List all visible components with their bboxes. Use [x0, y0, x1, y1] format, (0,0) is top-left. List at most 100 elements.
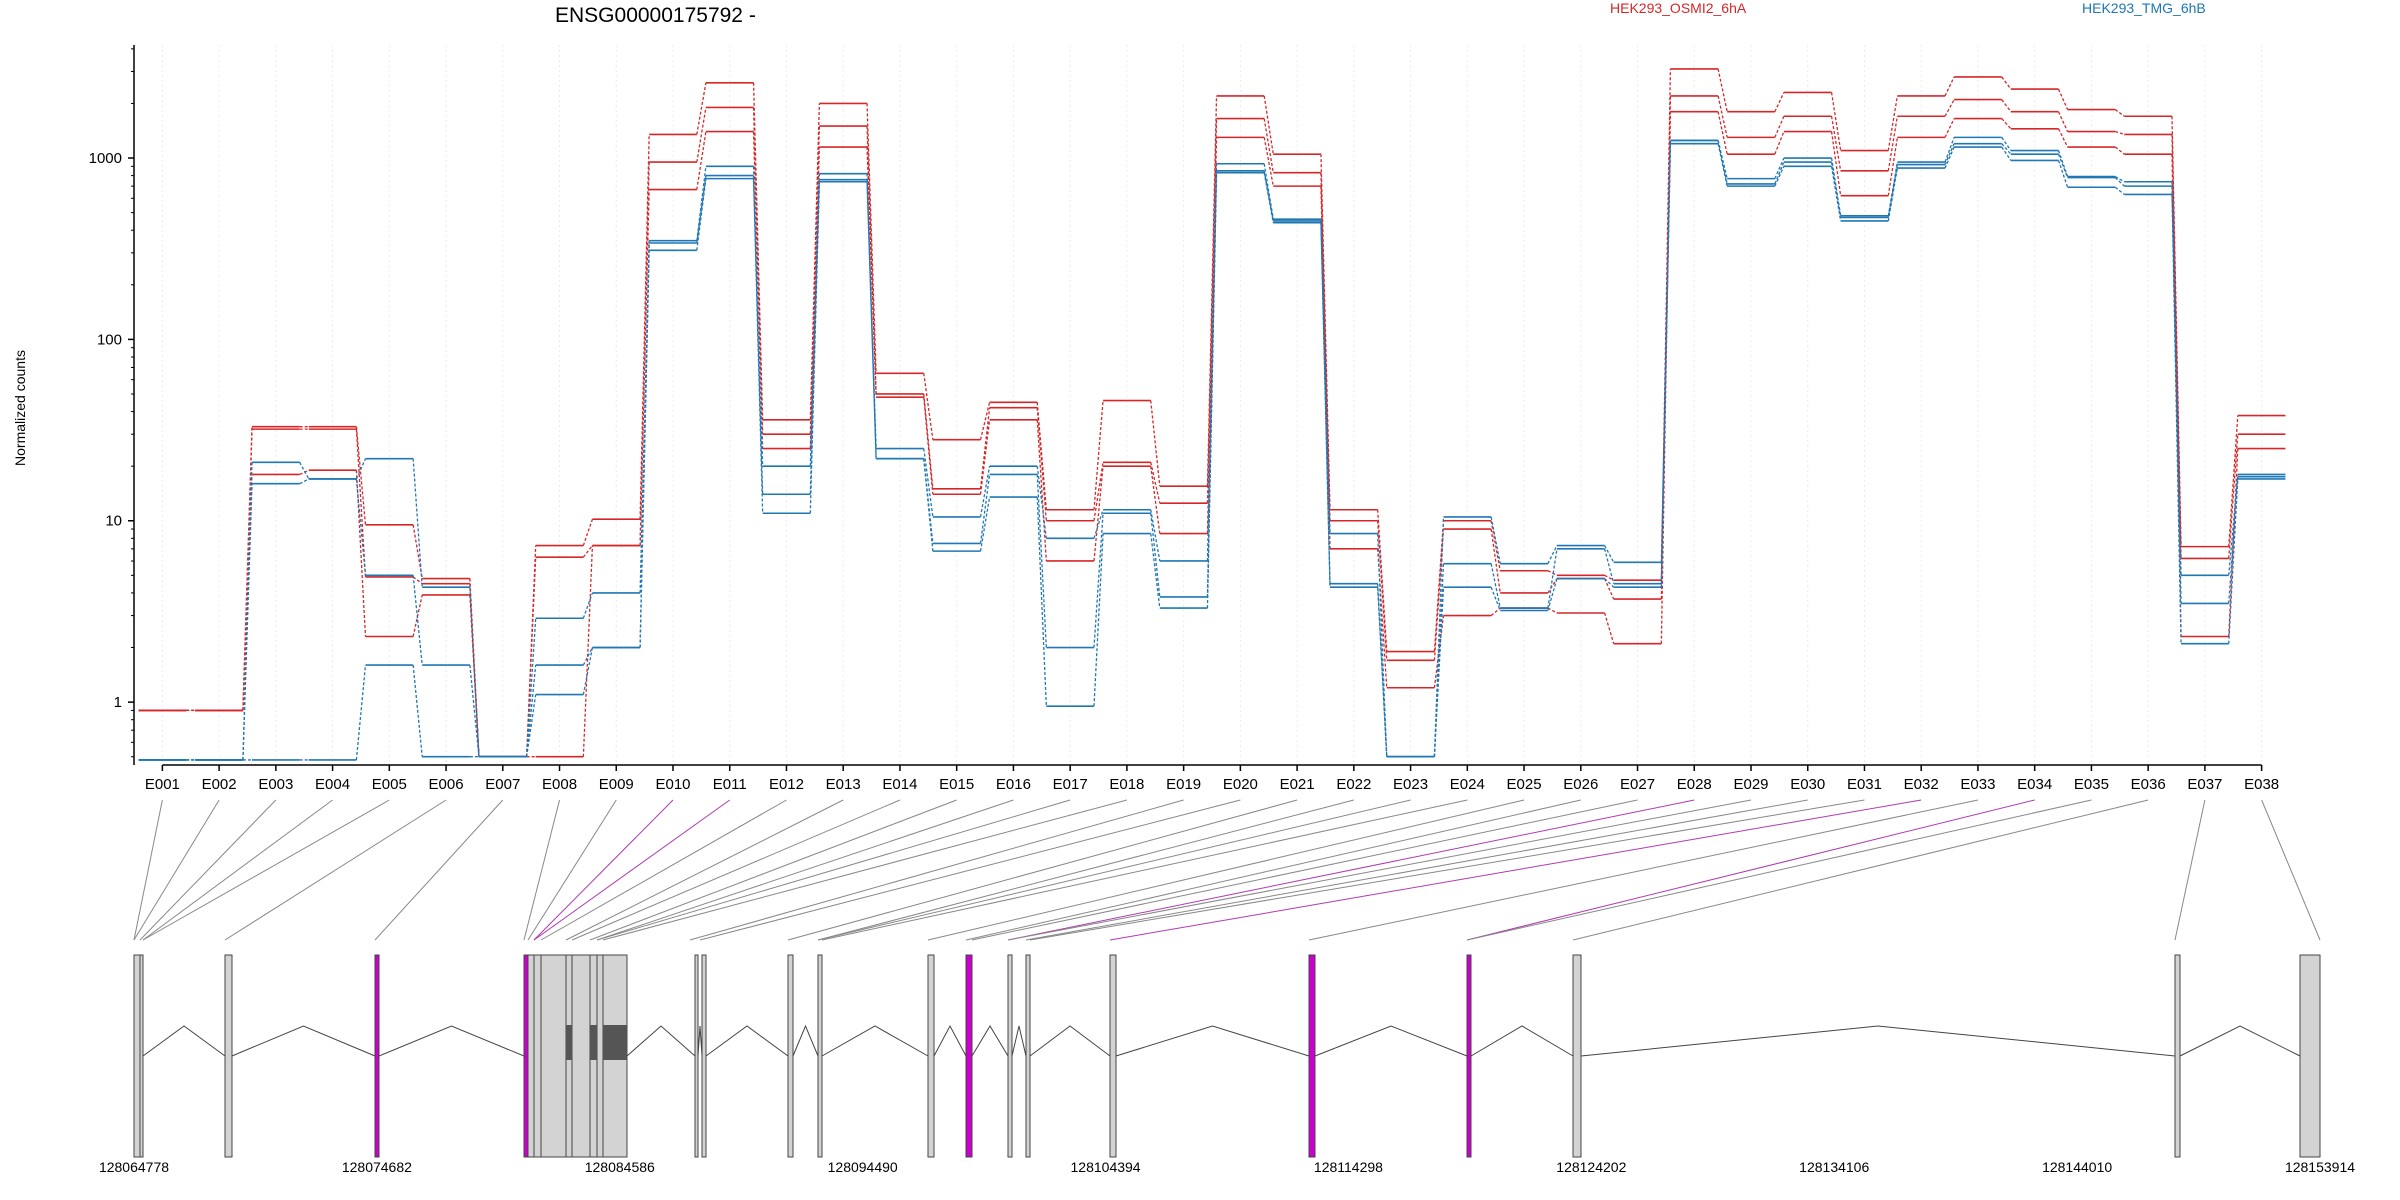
series-connector — [1093, 400, 1104, 510]
intron-line — [971, 1025, 1009, 1057]
x-tick-label: E030 — [1790, 776, 1825, 793]
series-connector — [2228, 434, 2239, 559]
series-connector — [1433, 529, 1445, 661]
bin-connector — [1572, 799, 2149, 941]
x-tick-label: E020 — [1223, 776, 1258, 793]
series-connector — [299, 462, 310, 480]
series-connector — [1093, 533, 1104, 707]
coordinate-axis: 128064778 128074682 128084586 128094490 1281… — [99, 1159, 2355, 1175]
x-tick-label: E019 — [1166, 776, 1201, 793]
bin-connector — [965, 799, 1581, 941]
series-connector — [242, 462, 253, 760]
series-connector — [1774, 131, 1785, 155]
series-connector — [979, 419, 991, 495]
series-connector — [1093, 513, 1104, 648]
series-connector — [752, 131, 764, 449]
intron-line — [1011, 1025, 1027, 1057]
series-connector — [979, 497, 991, 552]
bin-connector — [699, 799, 1241, 941]
series-connector — [355, 458, 367, 480]
series-connector — [469, 587, 480, 757]
x-tick-label: E036 — [2131, 776, 2166, 793]
x-tick-label: E007 — [485, 776, 520, 793]
x-tick-label: E008 — [542, 776, 577, 793]
series-connector — [1377, 548, 1388, 688]
intron-line — [142, 1025, 226, 1057]
exon-highlighted — [374, 954, 380, 1158]
bin-connector — [1029, 799, 1865, 941]
x-tick-label: E001 — [145, 776, 180, 793]
series-connector — [2115, 130, 2125, 136]
series-connector — [1547, 545, 1558, 564]
series-connector — [412, 458, 423, 588]
series-connector — [1830, 166, 1842, 222]
bin-connector — [533, 799, 731, 941]
series-connector — [1717, 111, 1728, 155]
x-tick-label: E038 — [2244, 776, 2279, 793]
series-connector — [1377, 520, 1388, 661]
bin-connector — [533, 799, 674, 941]
exon — [817, 954, 823, 1158]
bin-connector — [565, 799, 844, 941]
series-connector — [1604, 578, 1615, 588]
x-tick-label: E009 — [599, 776, 634, 793]
x-tick-label: E037 — [2187, 776, 2222, 793]
series-connector — [525, 665, 537, 757]
intron-line — [1115, 1025, 1310, 1057]
series-5 — [138, 139, 2286, 761]
series-connector — [1774, 166, 1785, 187]
x-tick-label: E015 — [939, 776, 974, 793]
bin-connector — [1109, 799, 1922, 941]
series-connector — [696, 166, 707, 241]
x-tick-label: E022 — [1336, 776, 1371, 793]
series-connector — [1150, 533, 1161, 609]
bin-connector — [224, 799, 447, 941]
series-connector — [1547, 607, 1558, 614]
bin-connector — [817, 799, 1411, 941]
series-connector — [1547, 578, 1558, 594]
series-connector — [923, 458, 934, 552]
series-connector — [582, 592, 594, 619]
exon-marker — [590, 1025, 597, 1060]
series-connector — [1717, 143, 1728, 187]
exon — [694, 954, 699, 1158]
x-tick-label: E023 — [1393, 776, 1428, 793]
gene-model — [133, 954, 2321, 1158]
bin-connector — [927, 799, 1525, 941]
series-connector — [582, 647, 594, 666]
x-tick-label: E032 — [1904, 776, 1939, 793]
series-connector — [1036, 474, 1047, 648]
bin-connector — [133, 799, 163, 941]
series-connector — [1944, 118, 1955, 138]
series-connector — [696, 107, 707, 163]
series-connector — [355, 478, 367, 576]
series-connector — [2114, 176, 2125, 183]
series-connector — [1150, 400, 1161, 487]
series-3 — [138, 110, 2286, 758]
coordinate-label: 128064778 — [99, 1159, 169, 1175]
series-connector — [1603, 612, 1615, 644]
series-connector — [752, 178, 764, 514]
series-connector — [1717, 68, 1728, 112]
series-connector — [299, 478, 310, 485]
series-connector — [1093, 466, 1104, 562]
x-tick-label: E026 — [1563, 776, 1598, 793]
series-connector — [2001, 99, 2012, 113]
series-connector — [1206, 172, 1218, 609]
series-connector — [1036, 419, 1047, 562]
exon-highlighted — [1466, 954, 1472, 1158]
series-connector — [2228, 474, 2239, 576]
x-tick-label: E004 — [315, 776, 350, 793]
series-2 — [138, 95, 2286, 758]
exon — [1572, 954, 1582, 1158]
exon — [533, 954, 542, 1158]
x-tick-label: E031 — [1847, 776, 1882, 793]
x-tick-label: E029 — [1733, 776, 1768, 793]
series-connector — [923, 373, 934, 440]
series-connector — [979, 407, 991, 489]
series-connector — [866, 181, 877, 459]
bin-connector — [133, 799, 220, 941]
exon — [224, 954, 233, 1158]
coordinate-label: 128104394 — [1071, 1159, 1141, 1175]
series-connector — [809, 173, 821, 467]
